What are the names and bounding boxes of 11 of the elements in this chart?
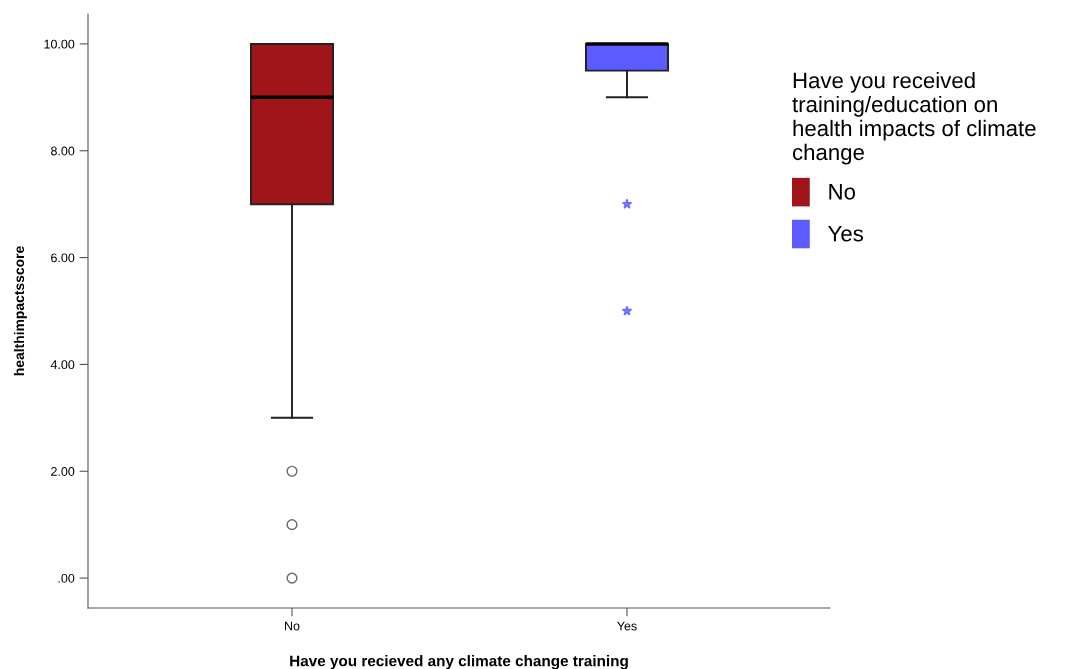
y-tick-label: 6.00 <box>51 253 75 263</box>
x-axis-title: Have you recieved any climate change training <box>290 655 628 669</box>
y-tick-label: 8.00 <box>51 146 75 156</box>
y-axis-title: healthimpactsscore <box>13 246 27 376</box>
y-tick-label: 2.00 <box>51 467 75 476</box>
legend-label: No <box>829 184 856 200</box>
y-tick-label: 10.00 <box>44 39 75 49</box>
y-tick-label: 4.00 <box>50 360 75 370</box>
legend-label: Yes <box>828 226 864 242</box>
y-tick-label: .00 <box>58 573 75 583</box>
legend-title: Have you received training/education on health impacts of climate change <box>792 72 1036 165</box>
